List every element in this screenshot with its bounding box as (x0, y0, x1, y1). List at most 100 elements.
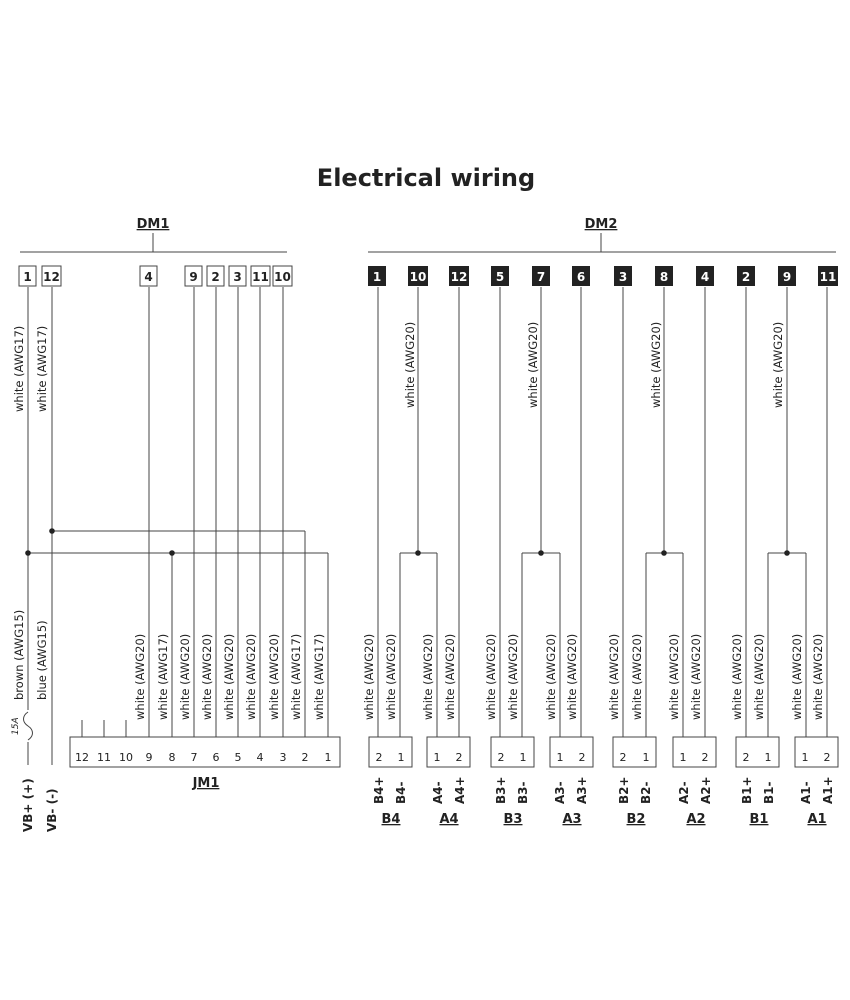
connector-wire-label: white (AWG20) (484, 634, 498, 720)
connector-wire-label: white (AWG20) (630, 634, 644, 720)
jm1-pin: 6 (213, 751, 220, 764)
dm2-wires (377, 287, 828, 737)
dm1-pin12-wire-label: white (AWG17) (35, 326, 49, 412)
dm1-pin-label: 10 (274, 270, 291, 284)
jm1-pin: 1 (325, 751, 332, 764)
connector-wire-label: white (AWG20) (443, 634, 457, 720)
dm2-pin-label: 6 (577, 270, 585, 284)
jm1-pin: 9 (146, 751, 153, 764)
signal-label: A1- (799, 781, 813, 804)
dm2-pin-label: 9 (783, 270, 791, 284)
dm2-pin-label: 8 (660, 270, 668, 284)
signal-label: B4- (394, 782, 408, 804)
junction-dot (661, 550, 667, 556)
connector-pin: 2 (743, 751, 750, 764)
dm1-pin-12: 12 (41, 265, 62, 287)
jm1-connector: 12 11 10 9 8 7 6 5 4 3 2 1 (69, 736, 341, 768)
dm1-pin-label: 4 (144, 270, 152, 284)
dm1-label: DM1 (137, 217, 170, 232)
jm1-pin: 2 (302, 751, 309, 764)
connector-pin: 1 (802, 751, 809, 764)
fuse-rating: 15A (11, 717, 21, 735)
connector-b1: white (AWG20) white (AWG20) 2 1 B1+ B1- … (730, 634, 780, 827)
signal-label: B1- (762, 782, 776, 804)
dm2-pin9-wire-label: white (AWG20) (771, 322, 785, 408)
jm1-pin: 3 (280, 751, 287, 764)
connector-pin: 2 (456, 751, 463, 764)
dm1-pin-10: 10 (272, 265, 293, 287)
jm1-wire-label: white (AWG20) (178, 634, 192, 720)
dm1-pin-2: 2 (206, 265, 225, 287)
connector-label: A2 (686, 812, 705, 827)
dm2-pin-label: 10 (410, 270, 427, 284)
dm1-pin-label: 11 (252, 270, 269, 284)
connector-pin: 2 (702, 751, 709, 764)
fuse-symbol (22, 710, 34, 742)
signal-label: B4+ (372, 776, 386, 804)
connector-label: A1 (807, 812, 826, 827)
connector-label: A3 (562, 812, 581, 827)
connector-wire-label: white (AWG20) (506, 634, 520, 720)
dm1-pin-1: 1 (18, 265, 37, 287)
jm1-wire-label: white (AWG20) (222, 634, 236, 720)
vbplus-terminal: VB+ (+) (21, 778, 35, 832)
connector-wire-label: white (AWG20) (362, 634, 376, 720)
jm1-label: JM1 (192, 776, 220, 791)
signal-label: A4+ (453, 776, 467, 804)
connector-a3: white (AWG20) white (AWG20) 1 2 A3- A3+ … (544, 634, 594, 827)
dm2-pin8-wire-label: white (AWG20) (649, 322, 663, 408)
connector-pin: 2 (824, 751, 831, 764)
dm1-pin-4: 4 (139, 265, 158, 287)
dm2-pin-label: 1 (373, 270, 381, 284)
dm1-pin-3: 3 (228, 265, 247, 287)
connector-wire-label: white (AWG20) (730, 634, 744, 720)
connector-wire-label: white (AWG20) (607, 634, 621, 720)
connector-wire-label: white (AWG20) (689, 634, 703, 720)
connector-pin: 1 (765, 751, 772, 764)
jm1-pin: 10 (119, 751, 133, 764)
vbminus-wire-label: blue (AWG15) (35, 620, 49, 700)
signal-label: A4- (431, 781, 445, 804)
dm2-pin-label: 3 (619, 270, 627, 284)
jm1-pin: 5 (235, 751, 242, 764)
dm2-label: DM2 (585, 217, 618, 232)
connector-b2: white (AWG20) white (AWG20) 2 1 B2+ B2- … (607, 634, 657, 827)
jm1-wire-label: white (AWG20) (244, 634, 258, 720)
dm2-pin-label: 2 (742, 270, 750, 284)
dm1-pin-label: 9 (189, 270, 197, 284)
connector-pin: 1 (434, 751, 441, 764)
dm2-pin7-wire-label: white (AWG20) (526, 322, 540, 408)
connector-pin: 2 (498, 751, 505, 764)
junction-dot (49, 528, 55, 534)
signal-label: B2- (639, 782, 653, 804)
connector-pin: 1 (643, 751, 650, 764)
connector-wire-label: white (AWG20) (421, 634, 435, 720)
connector-label: A4 (439, 812, 458, 827)
jm1-pin: 8 (169, 751, 176, 764)
dm2-pin10-wire-label: white (AWG20) (403, 322, 417, 408)
connector-label: B4 (382, 812, 401, 827)
signal-label: B3+ (494, 776, 508, 804)
jm1-pin: 12 (75, 751, 89, 764)
jm1-wire-label: white (AWG17) (289, 634, 303, 720)
dm2-pin-label: 5 (496, 270, 504, 284)
dm1-pin-9: 9 (184, 265, 203, 287)
connector-pin: 2 (376, 751, 383, 764)
jm1-pin: 4 (257, 751, 264, 764)
connector-a1: white (AWG20) white (AWG20) 1 2 A1- A1+ … (790, 634, 839, 827)
dm2-pins: 1 10 12 5 7 6 3 8 4 2 9 11 (368, 266, 838, 286)
jm1-wire-label: white (AWG20) (267, 634, 281, 720)
jm1-pin: 11 (97, 751, 111, 764)
connector-pin: 1 (557, 751, 564, 764)
connector-a4: white (AWG20) white (AWG20) 1 2 A4- A4+ … (421, 634, 471, 827)
connector-wire-label: white (AWG20) (667, 634, 681, 720)
connector-pin: 1 (520, 751, 527, 764)
connector-wire-label: white (AWG20) (790, 634, 804, 720)
connector-wire-label: white (AWG20) (811, 634, 825, 720)
jm1-wire-label: white (AWG20) (200, 634, 214, 720)
connector-wire-label: white (AWG20) (565, 634, 579, 720)
junction-dot (538, 550, 544, 556)
signal-label: A3+ (575, 776, 589, 804)
page-title: Electrical wiring (317, 164, 535, 192)
